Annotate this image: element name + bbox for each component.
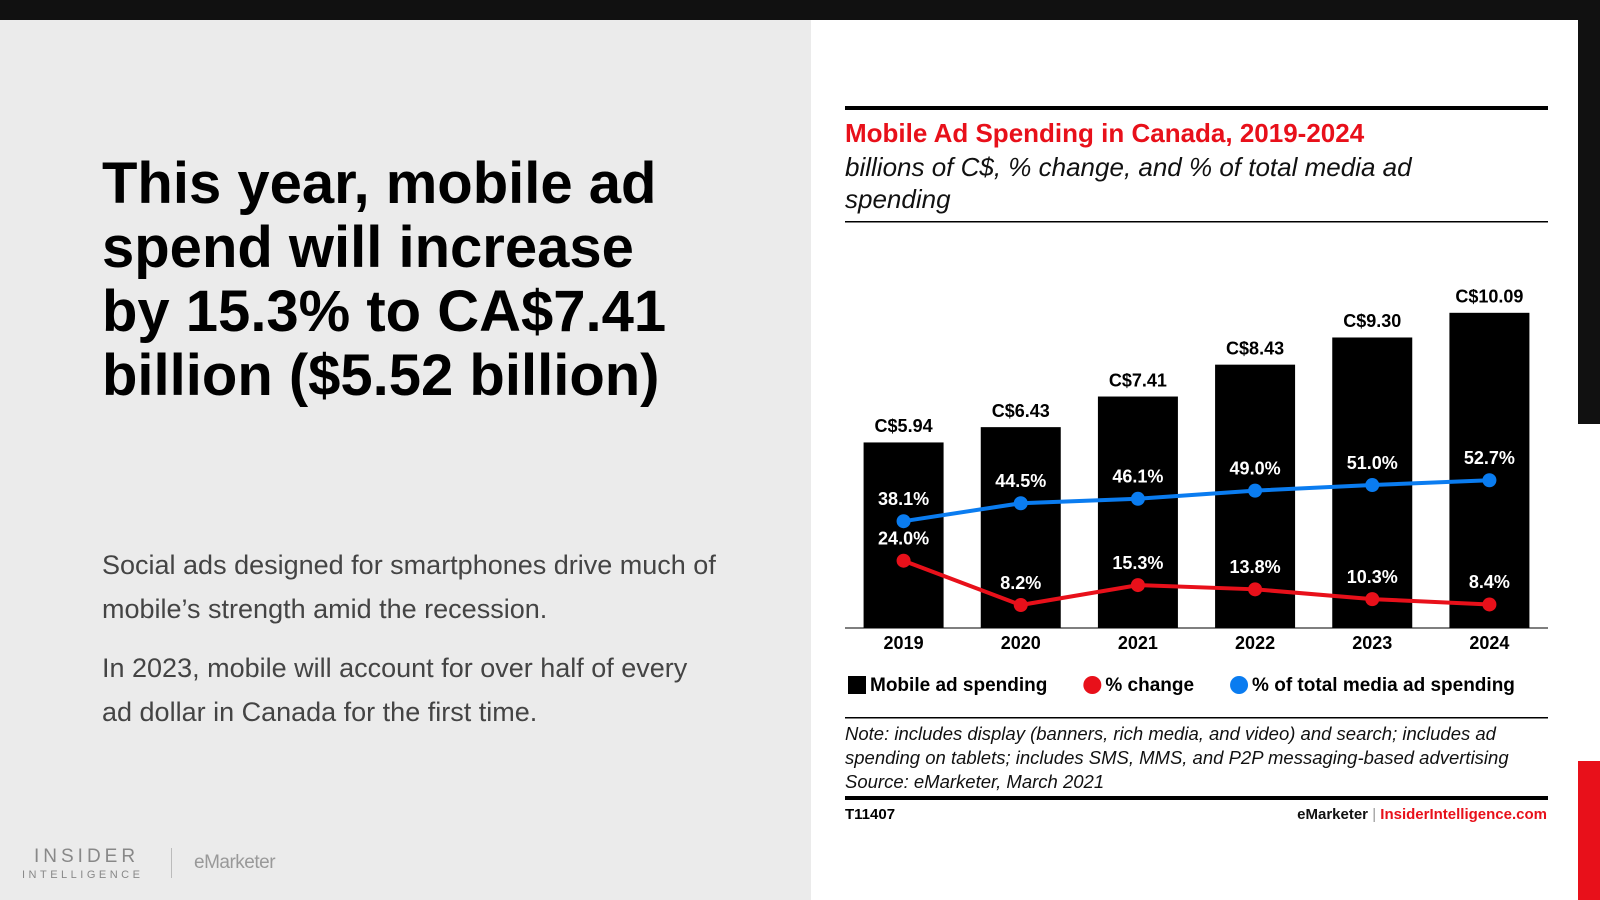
edge-strip xyxy=(1578,761,1600,900)
point xyxy=(1130,578,1145,593)
chart-id: T11407 xyxy=(845,806,896,823)
point xyxy=(1482,473,1497,488)
point xyxy=(1248,483,1263,498)
point xyxy=(1130,491,1145,506)
value-label: C$5.94 xyxy=(875,416,933,436)
edge-strip xyxy=(1578,20,1600,424)
point xyxy=(1482,597,1497,612)
rule xyxy=(845,717,1548,719)
value-label: 38.1% xyxy=(878,489,929,509)
value-label: C$8.43 xyxy=(1226,338,1284,358)
value-label: C$10.09 xyxy=(1455,287,1523,307)
value-label: C$9.30 xyxy=(1343,311,1401,331)
point xyxy=(1365,478,1380,493)
x-tick-label: 2020 xyxy=(1001,633,1041,653)
footer-site: InsiderIntelligence.com xyxy=(1380,806,1547,823)
body-text: Social ads designed for smartphones driv… xyxy=(102,550,716,624)
value-label: C$6.43 xyxy=(992,401,1050,421)
rule xyxy=(845,221,1548,223)
rule xyxy=(845,106,1548,110)
point xyxy=(1013,598,1028,613)
body-text: In 2023, mobile will account for over ha… xyxy=(102,653,688,727)
point xyxy=(1365,592,1380,607)
value-label: 46.1% xyxy=(1112,467,1163,487)
x-tick-label: 2019 xyxy=(884,633,924,653)
logo-brand: eMarketer xyxy=(194,852,276,873)
x-tick-label: 2021 xyxy=(1118,633,1158,653)
note-text: Note: includes display (banners, rich me… xyxy=(845,723,1509,768)
logo-divider xyxy=(171,848,172,878)
logo-text: INSIDER xyxy=(34,846,140,867)
value-label: 13.8% xyxy=(1230,557,1281,577)
value-label: 8.2% xyxy=(1000,573,1041,593)
legend-swatch xyxy=(1083,676,1102,694)
note: Note: includes display (banners, rich me… xyxy=(845,722,1550,794)
footer-separator: | xyxy=(1372,806,1377,823)
value-label: 24.0% xyxy=(878,528,929,548)
value-label: 49.0% xyxy=(1230,458,1281,478)
legend-swatch xyxy=(848,676,866,694)
bar xyxy=(863,442,944,628)
top-bar xyxy=(0,0,1600,20)
value-label: 52.7% xyxy=(1464,448,1515,468)
legend-label: % of total media ad spending xyxy=(1252,675,1515,696)
legend-label: Mobile ad spending xyxy=(870,675,1047,696)
footer-brand: eMarketer xyxy=(1297,806,1369,823)
point xyxy=(1013,496,1028,511)
x-tick-label: 2024 xyxy=(1469,633,1509,653)
value-label: 8.4% xyxy=(1469,572,1510,592)
bar xyxy=(1449,312,1530,628)
bar xyxy=(1097,396,1178,628)
left-panel xyxy=(0,20,811,900)
value-label: 51.0% xyxy=(1347,453,1398,473)
point xyxy=(896,514,911,529)
line xyxy=(902,558,1490,608)
value-label: 10.3% xyxy=(1347,567,1398,587)
rule xyxy=(845,796,1548,800)
value-label: 44.5% xyxy=(995,471,1046,491)
headline: This year, mobile ad spend will increase… xyxy=(102,151,667,408)
bar xyxy=(980,427,1061,628)
source-text: Source: eMarketer, March 2021 xyxy=(845,771,1105,792)
logo-text: INTELLIGENCE xyxy=(22,869,144,881)
line xyxy=(903,478,1490,524)
chart-subtitle: billions of C$, % change, and % of total… xyxy=(845,152,1412,214)
legend-label: % change xyxy=(1105,675,1194,696)
point xyxy=(896,553,911,568)
value-label: 15.3% xyxy=(1112,553,1163,573)
x-tick-label: 2023 xyxy=(1352,633,1392,653)
chart-title: Mobile Ad Spending in Canada, 2019-2024 xyxy=(845,118,1365,148)
footer: eMarketer | InsiderIntelligence.com xyxy=(1297,806,1547,823)
value-label: C$7.41 xyxy=(1109,370,1167,390)
x-tick-label: 2022 xyxy=(1235,633,1275,653)
legend-swatch xyxy=(1230,676,1249,694)
point xyxy=(1248,582,1263,597)
